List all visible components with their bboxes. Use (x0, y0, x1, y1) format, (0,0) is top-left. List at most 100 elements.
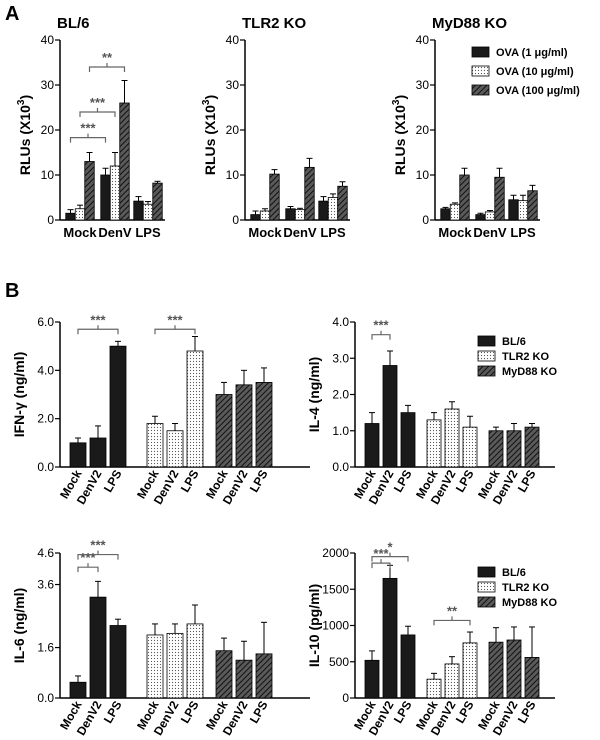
significance-bracket (88, 63, 126, 72)
significance-label: *** (90, 538, 106, 553)
chart-title: MyD88 KO (432, 15, 507, 32)
bar (426, 678, 442, 699)
x-category-label: LPS (391, 699, 415, 726)
legend-swatch (471, 46, 490, 58)
significance-label: * (387, 540, 393, 555)
y-tick-label: 4.0 (332, 315, 349, 329)
legend-label: TLR2 KO (502, 582, 550, 594)
bar (146, 423, 164, 468)
y-tick-label: 0 (422, 213, 429, 227)
bar (89, 596, 107, 699)
bar (337, 185, 348, 221)
bar (215, 394, 233, 468)
significance-bracket (77, 550, 119, 560)
bar (109, 625, 127, 699)
legend-label: TLR2 KO (502, 351, 550, 363)
significance-label: *** (80, 121, 96, 136)
bar (109, 165, 121, 221)
chart-b-il4: 0.01.02.03.04.0IL-4 (ng/ml)MockDenV2LPSM… (306, 315, 557, 507)
bar (142, 203, 154, 221)
y-tick-label: 40 (416, 33, 430, 47)
significance-label: *** (90, 95, 106, 110)
bar (364, 423, 380, 468)
bar (294, 209, 306, 221)
significance-bracket (371, 330, 391, 340)
x-category-label: Mock (438, 225, 472, 240)
y-tick-label: 0 (232, 213, 239, 227)
bar (444, 408, 460, 468)
bar (494, 176, 505, 221)
y-tick-label: 4.0 (37, 363, 54, 377)
y-tick-label: 20 (416, 123, 430, 137)
y-axis-label: RLUs (X103) (16, 95, 33, 175)
bar (400, 412, 416, 468)
bar (89, 437, 107, 468)
bar (186, 350, 204, 468)
legend-label: OVA (100 μg/ml) (496, 85, 580, 97)
bar (133, 200, 144, 221)
x-category-label: Mock (248, 225, 282, 240)
y-tick-label: 30 (41, 78, 55, 92)
bar (215, 650, 233, 699)
x-category-label: LPS (391, 468, 415, 495)
y-axis-label: RLUs (X103) (391, 95, 408, 175)
x-category-label: DenV (473, 225, 507, 240)
legend-label: MyD88 KO (502, 366, 557, 378)
bar (186, 623, 204, 699)
bar (459, 174, 470, 221)
y-tick-label: 20 (41, 123, 55, 137)
bar (462, 426, 478, 468)
significance-bracket (69, 133, 107, 143)
bar (152, 182, 163, 221)
significance-label: *** (167, 312, 183, 327)
legend-swatch (477, 596, 496, 608)
bar (524, 426, 540, 468)
bar (74, 208, 86, 221)
y-tick-label: 2.0 (37, 412, 54, 426)
legend-label: BL/6 (502, 567, 526, 579)
bar (255, 653, 273, 699)
bar (69, 681, 87, 699)
bar (506, 430, 522, 468)
y-axis-label: RLUs (X103) (201, 95, 218, 175)
y-tick-label: 4.6 (37, 546, 54, 560)
bar (440, 208, 451, 221)
y-tick-label: 2000 (322, 546, 349, 560)
y-tick-label: 10 (416, 168, 430, 182)
legend-label: MyD88 KO (502, 597, 557, 609)
chart-title: BL/6 (57, 15, 90, 32)
significance-label: *** (90, 312, 106, 327)
bar (304, 166, 315, 221)
bar (109, 345, 127, 468)
bar (259, 210, 271, 221)
y-tick-label: 40 (41, 33, 55, 47)
bar (100, 174, 111, 221)
y-tick-label: 0.0 (332, 460, 349, 474)
bar (444, 663, 460, 699)
bar (488, 430, 504, 468)
significance-bracket (433, 616, 471, 626)
significance-bracket (371, 552, 409, 562)
significance-label: *** (373, 318, 389, 333)
bar (449, 203, 461, 221)
significance-label: ** (447, 603, 458, 618)
x-category-label: LPS (453, 699, 477, 726)
x-category-label: LPS (101, 468, 125, 495)
x-category-label: LPS (515, 699, 539, 726)
y-tick-label: 0 (342, 691, 349, 705)
x-category-label: LPS (135, 225, 161, 240)
bar (166, 430, 184, 468)
bar (285, 208, 296, 221)
y-tick-label: 1.0 (332, 424, 349, 438)
y-tick-label: 3.6 (37, 578, 54, 592)
bar (517, 200, 529, 221)
bar (508, 199, 519, 221)
y-tick-label: 1500 (322, 582, 349, 596)
bar (364, 659, 380, 699)
y-tick-label: 2.0 (332, 388, 349, 402)
